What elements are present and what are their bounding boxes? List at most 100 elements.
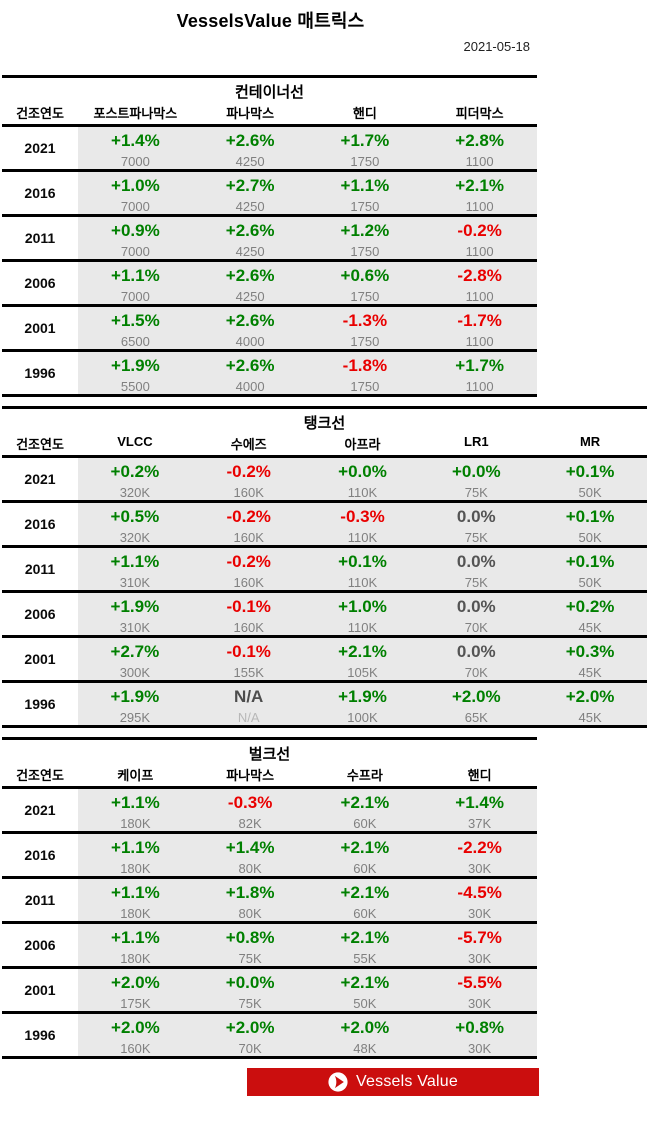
header-row: 건조연도 케이프 파나막스 수프라 핸디 (2, 765, 537, 789)
vessel-size-value: 4000 (235, 379, 265, 394)
year-cell: 2016 (2, 172, 78, 214)
value-cell: +2.0% 175K (78, 969, 193, 1011)
vessel-size-value: 75K (464, 530, 488, 545)
value-cell: -1.8% 1750 (307, 352, 423, 394)
value-cell: +0.0% 110K (305, 458, 420, 500)
vessel-size-value: 30K (468, 951, 492, 966)
vessel-size-value: 65K (464, 710, 488, 725)
value-cell: -1.7% 1100 (422, 307, 537, 349)
value-cell: -5.7% 30K (422, 924, 537, 966)
vessel-size-value: 30K (468, 996, 492, 1011)
value-cell: +2.0% 48K (307, 1014, 423, 1056)
pct-change-value: +0.9% (111, 221, 160, 240)
table-row: 2011 +1.1% 180K +1.8% 80K +2.1% 60K -4.5% 30K (2, 879, 537, 924)
value-cell: +0.6% 1750 (307, 262, 423, 304)
year-cell: 2006 (2, 262, 78, 304)
vessel-size-value: 4250 (235, 199, 265, 214)
vessel-size-value: 110K (347, 620, 378, 635)
value-cell: +2.0% 70K (192, 1014, 308, 1056)
table-row: 2006 +1.9% 310K -0.1% 160K +1.0% 110K 0.0% 70K +0… (2, 593, 647, 638)
vessel-size-value: 1750 (350, 334, 380, 349)
value-cell: +0.1% 50K (533, 548, 647, 590)
year-cell: 2006 (2, 924, 78, 966)
vessel-size-value: 45K (578, 620, 602, 635)
vessel-size-value: 1750 (350, 244, 380, 259)
value-cell: +0.1% 50K (533, 503, 647, 545)
pct-change-value: +2.6% (225, 131, 275, 150)
year-cell: 2011 (2, 548, 78, 590)
value-cell: +2.6% 4250 (192, 262, 308, 304)
vessel-size-value: 30K (468, 1041, 492, 1056)
pct-change-value: +1.1% (111, 928, 160, 947)
pct-change-value: -2.2% (457, 838, 502, 857)
year-cell: 2011 (2, 879, 78, 921)
value-cell: +0.8% 30K (422, 1014, 537, 1056)
year-cell: 2016 (2, 834, 78, 876)
value-cell: +0.9% 7000 (78, 217, 193, 259)
pct-change-value: -0.3% (340, 507, 385, 526)
year-column-header: 건조연도 (16, 437, 64, 452)
pct-change-value: 0.0% (456, 597, 496, 616)
table-row: 2001 +2.7% 300K -0.1% 155K +2.1% 105K 0.0% 70K +0… (2, 638, 647, 683)
pct-change-value: +0.3% (565, 642, 615, 661)
value-cell: +1.0% 7000 (78, 172, 193, 214)
year-cell: 1996 (2, 1014, 78, 1056)
vessel-size-value: 60K (353, 906, 377, 921)
pct-change-value: +2.6% (225, 221, 275, 240)
table-row: 2006 +1.1% 180K +0.8% 75K +2.1% 55K -5.7% 30K (2, 924, 537, 969)
section-title: 벌크선 (248, 746, 291, 763)
pct-change-value: +2.1% (340, 838, 390, 857)
value-cell: +2.0% 160K (78, 1014, 193, 1056)
pct-change-value: +0.1% (565, 552, 615, 571)
value-cell: N/A N/A (191, 683, 306, 725)
pct-change-value: +2.0% (451, 687, 501, 706)
vesselsvalue-logo-icon (328, 1072, 348, 1092)
pct-change-value: +0.0% (225, 973, 275, 992)
column-header: 핸디 (352, 106, 377, 121)
value-cell: -0.2% 160K (191, 548, 306, 590)
vessel-size-value: 55K (353, 951, 377, 966)
pct-change-value: +2.1% (340, 793, 390, 812)
table-row: 1996 +2.0% 160K +2.0% 70K +2.0% 48K +0.8% 30K (2, 1014, 537, 1059)
table-row: 2016 +1.0% 7000 +2.7% 4250 +1.1% 1750 +2.1% 1100 (2, 172, 537, 217)
value-cell: +1.1% 310K (78, 548, 192, 590)
pct-change-value: +2.1% (340, 928, 390, 947)
pct-change-value: +1.9% (110, 597, 160, 616)
column-header: 핸디 (467, 768, 492, 783)
pct-change-value: +1.4% (111, 131, 160, 150)
pct-change-value: +2.6% (225, 266, 275, 285)
pct-change-value: +1.9% (111, 356, 160, 375)
value-cell: +1.1% 1750 (307, 172, 423, 214)
vessel-size-value: 1750 (350, 379, 380, 394)
value-cell: +2.1% 60K (307, 834, 423, 876)
pct-change-value: +0.1% (338, 552, 387, 571)
vessel-size-value: 100K (347, 710, 378, 725)
pct-change-value: +1.2% (340, 221, 390, 240)
vessel-size-value: 80K (238, 861, 262, 876)
value-cell: +2.7% 300K (78, 638, 192, 680)
column-header: 포스트파나막스 (93, 106, 178, 121)
value-cell: +2.0% 65K (419, 683, 534, 725)
pct-change-value: +2.1% (340, 883, 390, 902)
vessel-size-value: 180K (120, 951, 151, 966)
pct-change-value: +0.0% (451, 462, 501, 481)
value-cell: +2.1% 60K (307, 879, 423, 921)
pct-change-value: +1.1% (111, 838, 160, 857)
pct-change-value: -0.1% (226, 642, 271, 661)
pct-change-value: +2.0% (111, 973, 160, 992)
vessel-size-value: 82K (238, 816, 262, 831)
value-cell: -2.8% 1100 (422, 262, 537, 304)
vessel-size-value: 160K (120, 1041, 151, 1056)
pct-change-value: +2.0% (565, 687, 615, 706)
column-header: VLCC (117, 434, 153, 449)
vessel-size-value: 30K (468, 861, 492, 876)
pct-change-value: +2.7% (110, 642, 160, 661)
value-cell: 0.0% 70K (419, 593, 534, 635)
value-cell: -0.2% 1100 (422, 217, 537, 259)
pct-change-value: +1.7% (455, 356, 504, 375)
value-cell: -4.5% 30K (422, 879, 537, 921)
value-cell: +0.2% 320K (78, 458, 192, 500)
value-cell: -1.3% 1750 (307, 307, 423, 349)
value-cell: +0.3% 45K (533, 638, 647, 680)
value-cell: -0.3% 82K (192, 789, 308, 831)
